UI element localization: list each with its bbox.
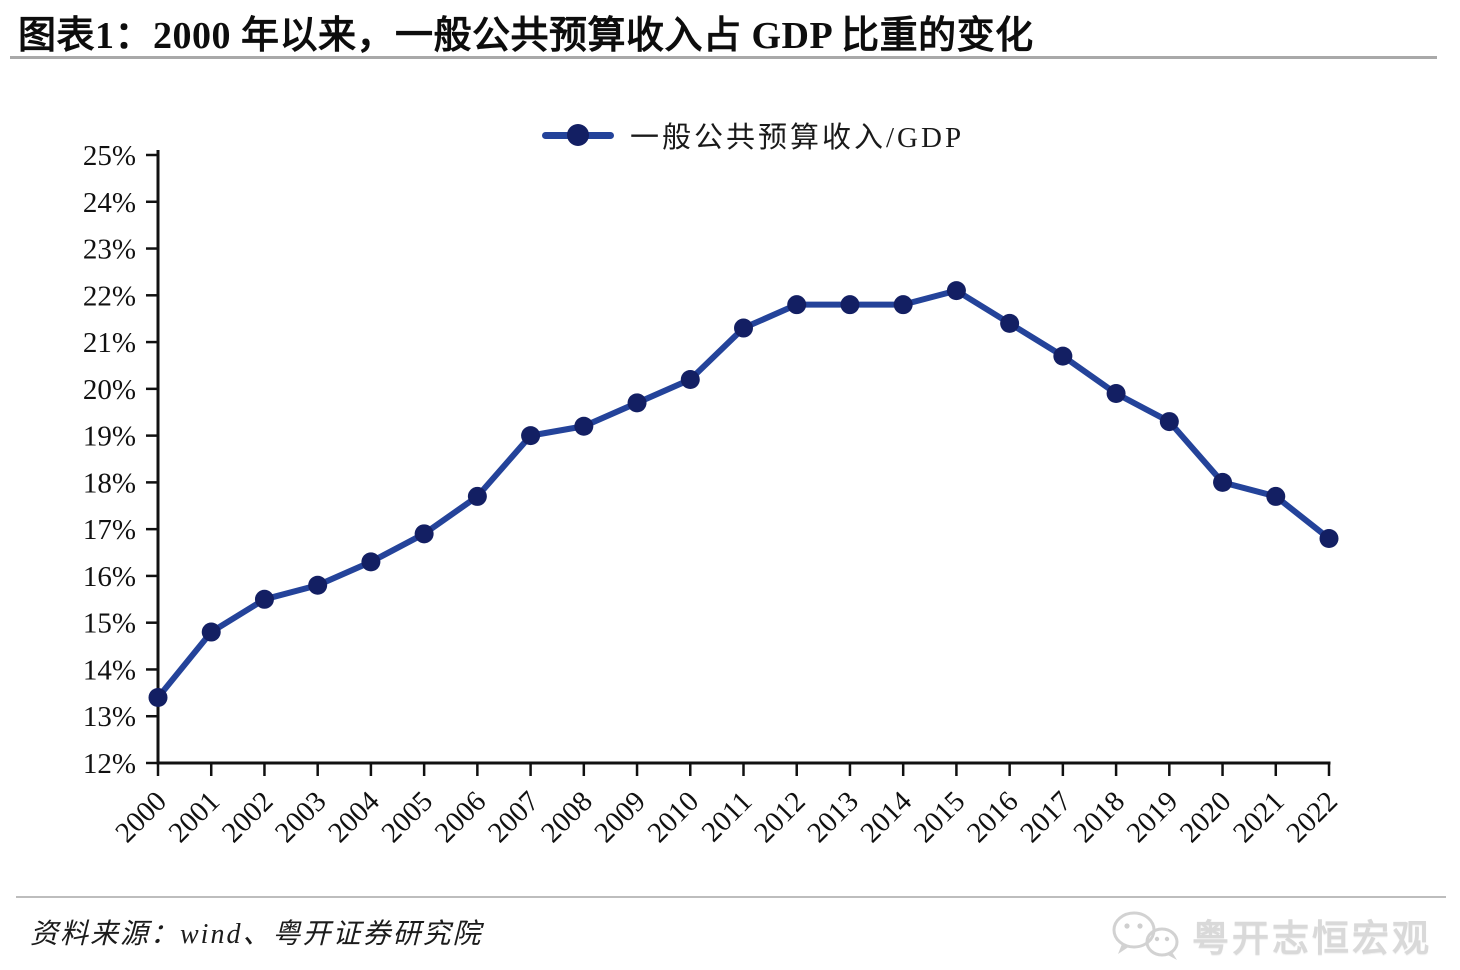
data-point-2022 <box>1319 529 1339 549</box>
x-tick-label: 2013 <box>801 785 865 849</box>
legend-dot-marker <box>567 124 589 146</box>
x-tick-label: 2021 <box>1227 785 1291 849</box>
chart-title: 图表1：2000 年以来，一般公共预算收入占 GDP 比重的变化 <box>18 15 1034 57</box>
title-divider <box>10 56 1437 59</box>
data-point-2016 <box>1000 313 1020 333</box>
x-tick-label: 2006 <box>429 785 493 849</box>
x-tick-label: 2017 <box>1014 785 1078 849</box>
y-tick-label: 13% <box>83 701 136 733</box>
source-note: 资料来源：wind、粤开证券研究院 <box>30 919 483 950</box>
x-tick-label: 2012 <box>748 785 812 849</box>
data-point-2019 <box>1159 412 1179 432</box>
y-tick-label: 12% <box>83 748 136 780</box>
x-tick-label: 2018 <box>1067 785 1131 849</box>
axes <box>156 150 1331 765</box>
y-axis-ticks: 12% 13% 14% 15% 16% 17% 18% 19% 20% 21% 22% 23% 24% 2… <box>83 140 158 780</box>
data-point-2005 <box>414 524 434 544</box>
data-point-2014 <box>893 295 913 315</box>
data-point-2009 <box>627 393 647 413</box>
x-tick-label: 2015 <box>908 785 972 849</box>
x-tick-label: 2007 <box>482 785 546 849</box>
wechat-logo-icon <box>1112 911 1179 960</box>
x-tick-label: 2014 <box>854 785 918 849</box>
y-tick-label: 23% <box>83 234 136 266</box>
y-tick-label: 18% <box>83 467 136 499</box>
data-point-2015 <box>946 281 966 301</box>
y-tick-label: 25% <box>83 140 136 172</box>
x-tick-label: 2016 <box>961 785 1025 849</box>
data-point-2007 <box>521 426 541 446</box>
y-tick-label: 14% <box>83 654 136 686</box>
y-tick-label: 24% <box>83 187 136 219</box>
x-tick-label: 2003 <box>269 785 333 849</box>
series-line <box>155 287 1332 701</box>
chart-legend: 一般公共预算收入/GDP <box>542 117 965 154</box>
data-point-2011 <box>734 318 753 338</box>
x-tick-label: 2020 <box>1174 785 1238 849</box>
data-point-2021 <box>1266 486 1286 506</box>
x-tick-label: 2009 <box>588 785 652 849</box>
y-tick-label: 15% <box>83 608 136 640</box>
data-point-2010 <box>680 369 700 389</box>
y-tick-label: 20% <box>83 374 136 406</box>
x-tick-label: 2010 <box>642 785 706 849</box>
data-point-2018 <box>1106 384 1126 404</box>
legend-line-sample <box>542 124 614 146</box>
footer-divider <box>16 896 1446 898</box>
y-tick-label: 19% <box>83 421 136 453</box>
x-axis-ticks: 2000200120022003200420052006200720082009… <box>109 763 1344 849</box>
x-tick-label: 2019 <box>1121 785 1185 849</box>
y-tick-label: 22% <box>83 280 136 312</box>
x-tick-label: 2004 <box>322 785 386 849</box>
data-point-2013 <box>840 295 860 315</box>
data-point-2002 <box>254 589 274 609</box>
x-tick-label: 2011 <box>696 785 759 848</box>
data-point-2017 <box>1053 346 1073 366</box>
data-point-2000 <box>148 688 168 708</box>
x-tick-label: 2005 <box>375 785 439 849</box>
data-point-2020 <box>1213 472 1233 492</box>
data-point-2008 <box>574 416 594 436</box>
x-tick-label: 2002 <box>216 785 280 849</box>
series-markers <box>148 281 1339 708</box>
data-point-2004 <box>361 552 381 572</box>
data-point-2006 <box>467 486 487 506</box>
x-tick-label: 2008 <box>535 785 599 849</box>
data-point-2012 <box>787 295 807 315</box>
y-tick-label: 17% <box>83 514 136 546</box>
x-tick-label: 2001 <box>163 785 227 849</box>
x-tick-label: 2022 <box>1280 785 1344 849</box>
data-point-2003 <box>308 575 328 595</box>
x-tick-label: 2000 <box>109 785 173 849</box>
y-tick-label: 21% <box>83 327 136 359</box>
legend-label: 一般公共预算收入/GDP <box>630 122 965 154</box>
data-point-2001 <box>201 622 221 642</box>
watermark-text: 粤开志恒宏观 <box>1192 919 1432 960</box>
watermark: 粤开志恒宏观 <box>1108 906 1432 964</box>
y-tick-label: 16% <box>83 561 136 593</box>
